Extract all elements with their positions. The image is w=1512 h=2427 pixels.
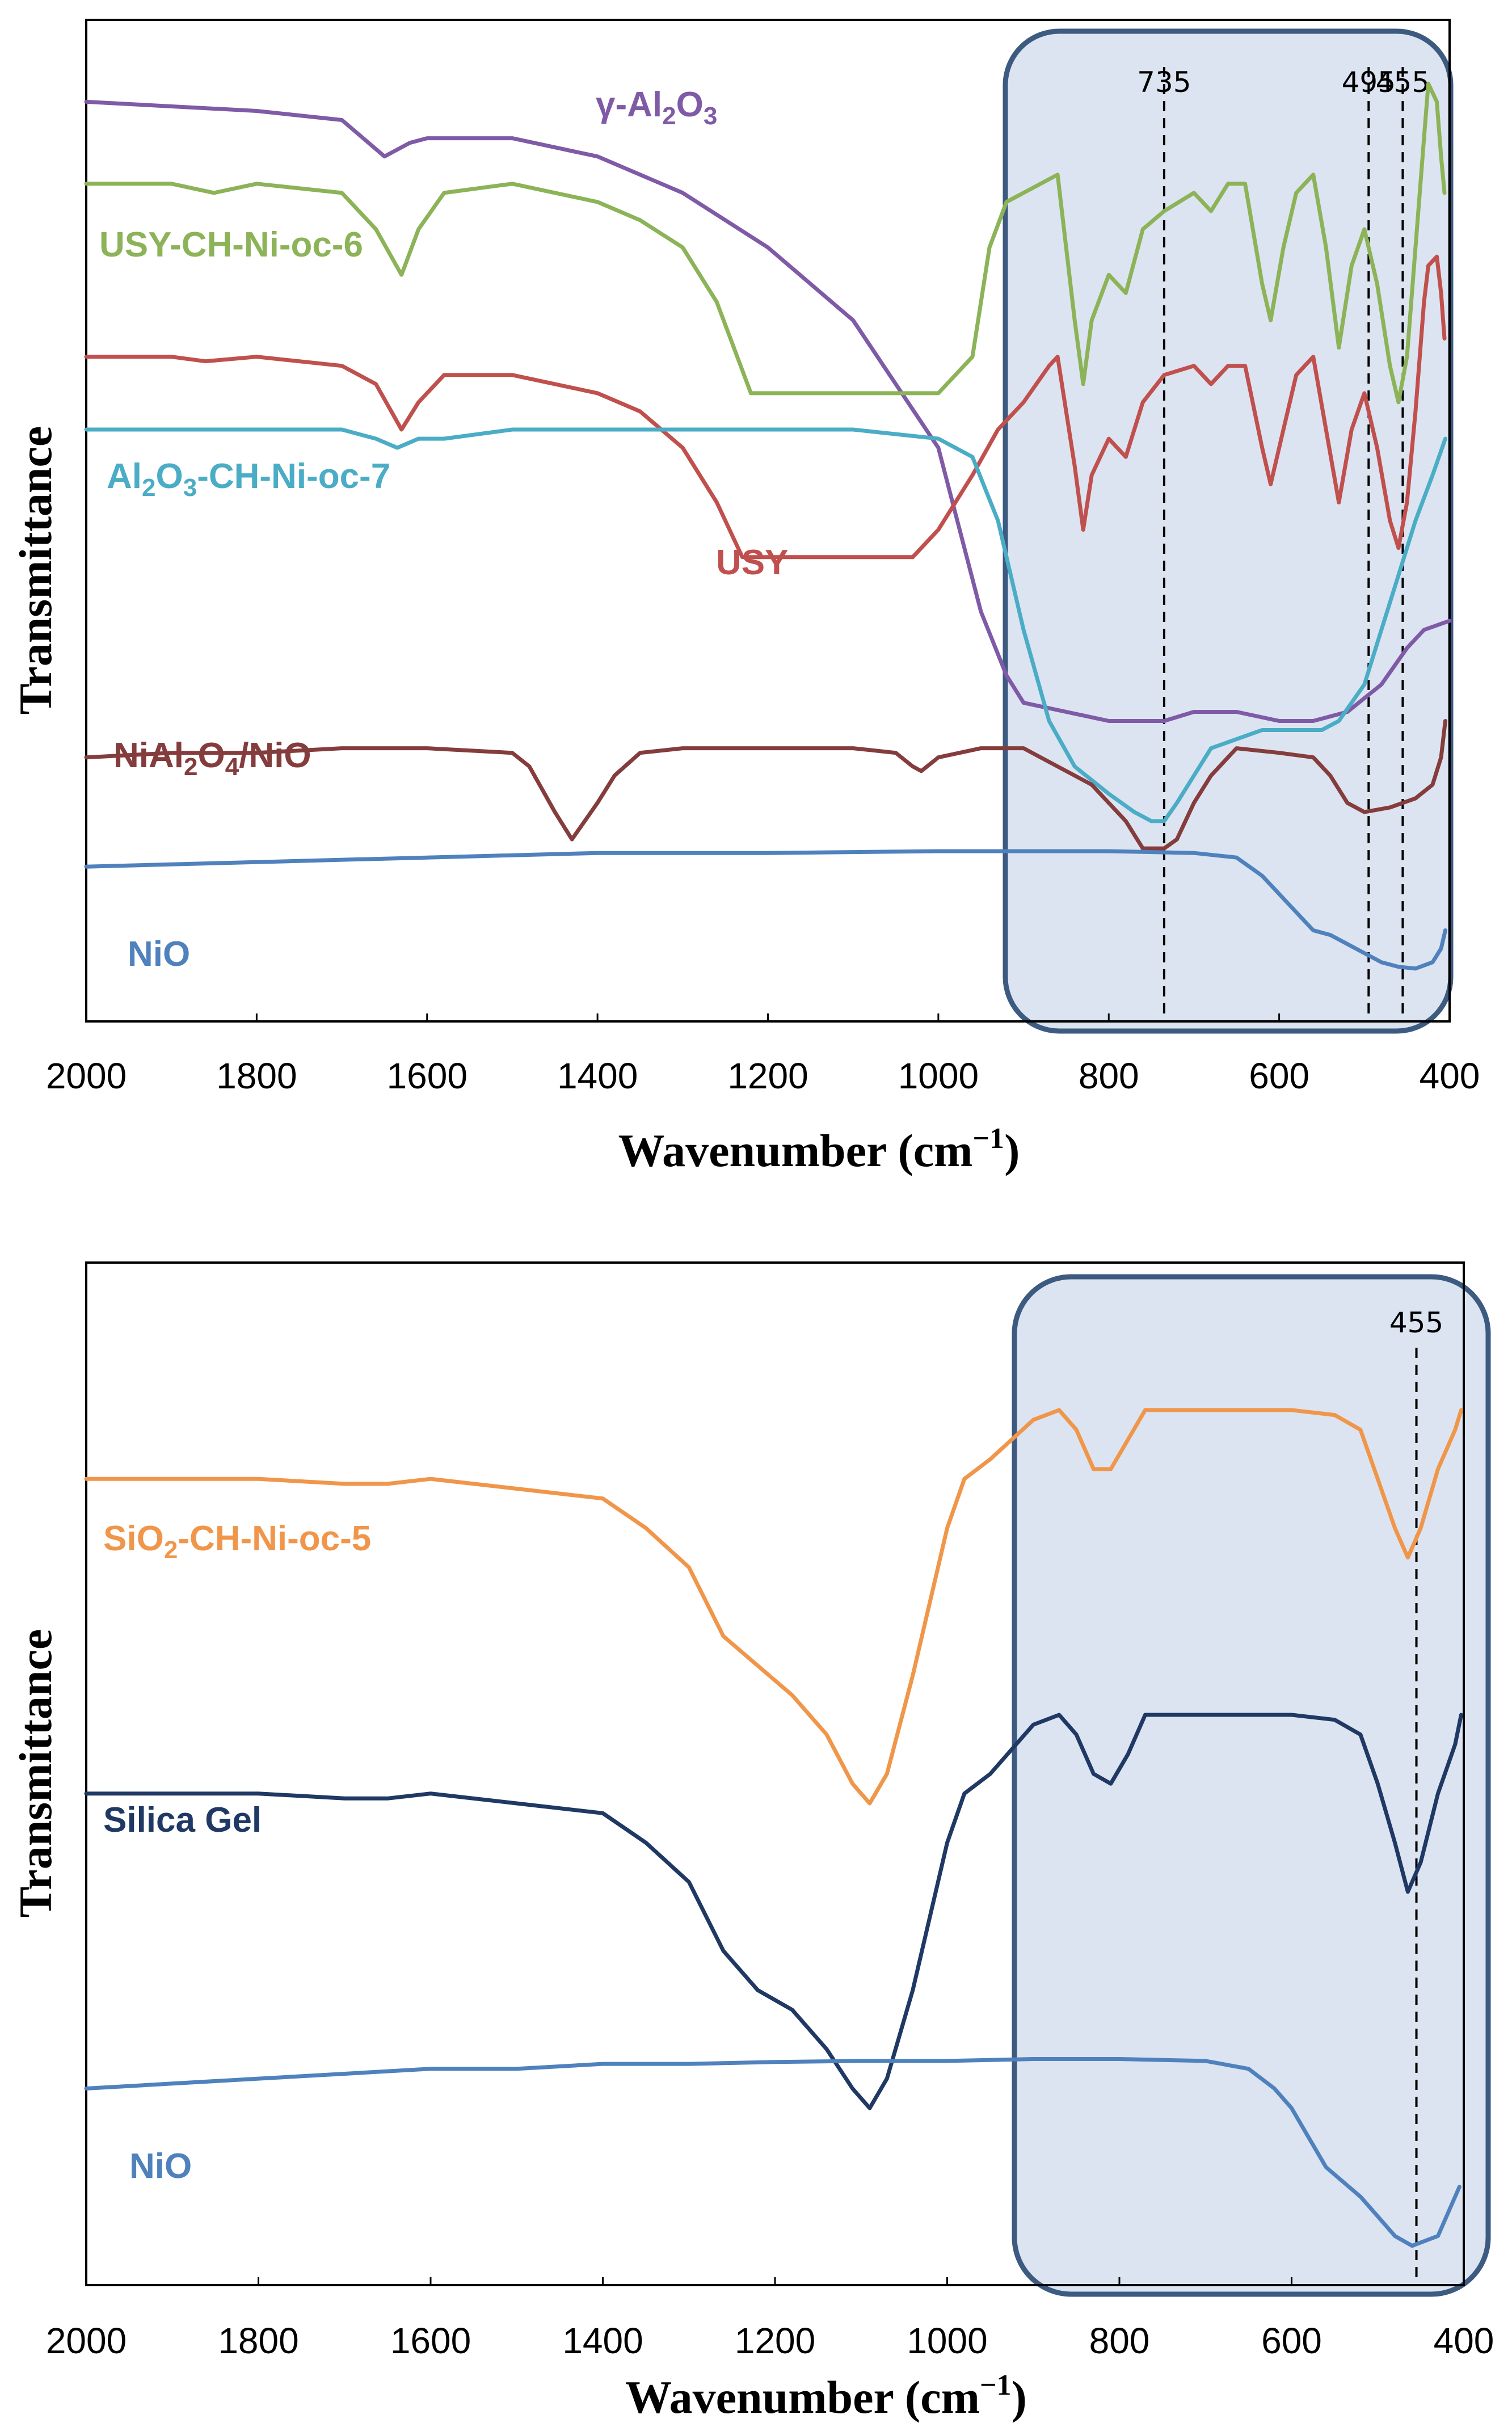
reference-label-495: 495: [1342, 66, 1396, 99]
highlight-region-box: [1012, 1274, 1491, 2297]
series-label-usy: USY: [716, 543, 788, 582]
x-tick-label: 1000: [898, 1055, 979, 1096]
x-tick-label: 600: [1261, 2320, 1322, 2361]
x-tick-label: 400: [1420, 1055, 1480, 1096]
series-label-usy-ch-ni-oc-6: USY-CH-Ni-oc-6: [99, 225, 363, 264]
series-line-nio: [84, 2057, 1462, 2248]
series-label-silica-gel: Silica Gel: [103, 1801, 262, 1840]
series-line-nio: [84, 849, 1447, 971]
x-tick-label: 1800: [216, 1055, 297, 1096]
x-tick-label: 800: [1089, 2320, 1150, 2361]
x-tick-label: 400: [1434, 2320, 1494, 2361]
series-label-nio: NiO: [129, 2147, 192, 2186]
x-tick-label: 1600: [387, 1055, 468, 1096]
x-tick-label: 1600: [390, 2320, 471, 2361]
x-tick-label: 1000: [907, 2320, 987, 2361]
reference-label-455: 455: [1376, 66, 1430, 99]
series-line-usy: [84, 254, 1447, 560]
series-line-silica-gel: [84, 1713, 1463, 2110]
series-label-sio2-ch-ni-oc-5: SiO2-CH-Ni-oc-5: [103, 1519, 371, 1564]
bottom-panel: 455 SiO2-CH-Ni-oc-5 Silica Gel NiO 2000 1800 1…: [10, 1261, 1494, 2423]
series-line--al2o3: [84, 99, 1452, 723]
x-tick-label: 1200: [735, 2320, 815, 2361]
x-tick-label: 800: [1079, 1055, 1139, 1096]
x-tick-label: 600: [1249, 1055, 1309, 1096]
x-axis-title: Wavenumber (cm−1): [618, 1122, 1020, 1176]
series-label-nio: NiO: [128, 935, 190, 974]
series-line-usy-ch-ni-oc-6: [84, 81, 1447, 405]
x-tick-label: 2000: [46, 2320, 127, 2361]
series-line-nial2o4-nio: [84, 719, 1447, 851]
x-tick-label: 1400: [562, 2320, 643, 2361]
x-tick-label: 1400: [557, 1055, 638, 1096]
x-axis-title: Wavenumber (cm−1): [625, 2369, 1027, 2423]
x-tick-label: 2000: [46, 1055, 127, 1096]
x-tick-label: 1200: [727, 1055, 808, 1096]
highlight-region-box: [1003, 28, 1454, 1034]
series-line-sio2-ch-ni-oc-5: [84, 1408, 1463, 1806]
reference-label-735: 735: [1137, 66, 1191, 99]
x-tick-label: 1800: [218, 2320, 298, 2361]
series-label-nial2o4-nio: NiAl2O4/NiO: [113, 736, 311, 781]
series-label-al2o3-ch-ni-oc-7: Al2O3-CH-Ni-oc-7: [107, 457, 390, 502]
y-axis-title: Transmittance: [10, 426, 61, 715]
reference-label-455: 455: [1389, 1306, 1443, 1339]
series-label--al2o3: γ-Al2O3: [596, 85, 717, 130]
series-line-al2o3-ch-ni-oc-7: [84, 427, 1447, 823]
y-axis-title: Transmittance: [10, 1629, 61, 1918]
